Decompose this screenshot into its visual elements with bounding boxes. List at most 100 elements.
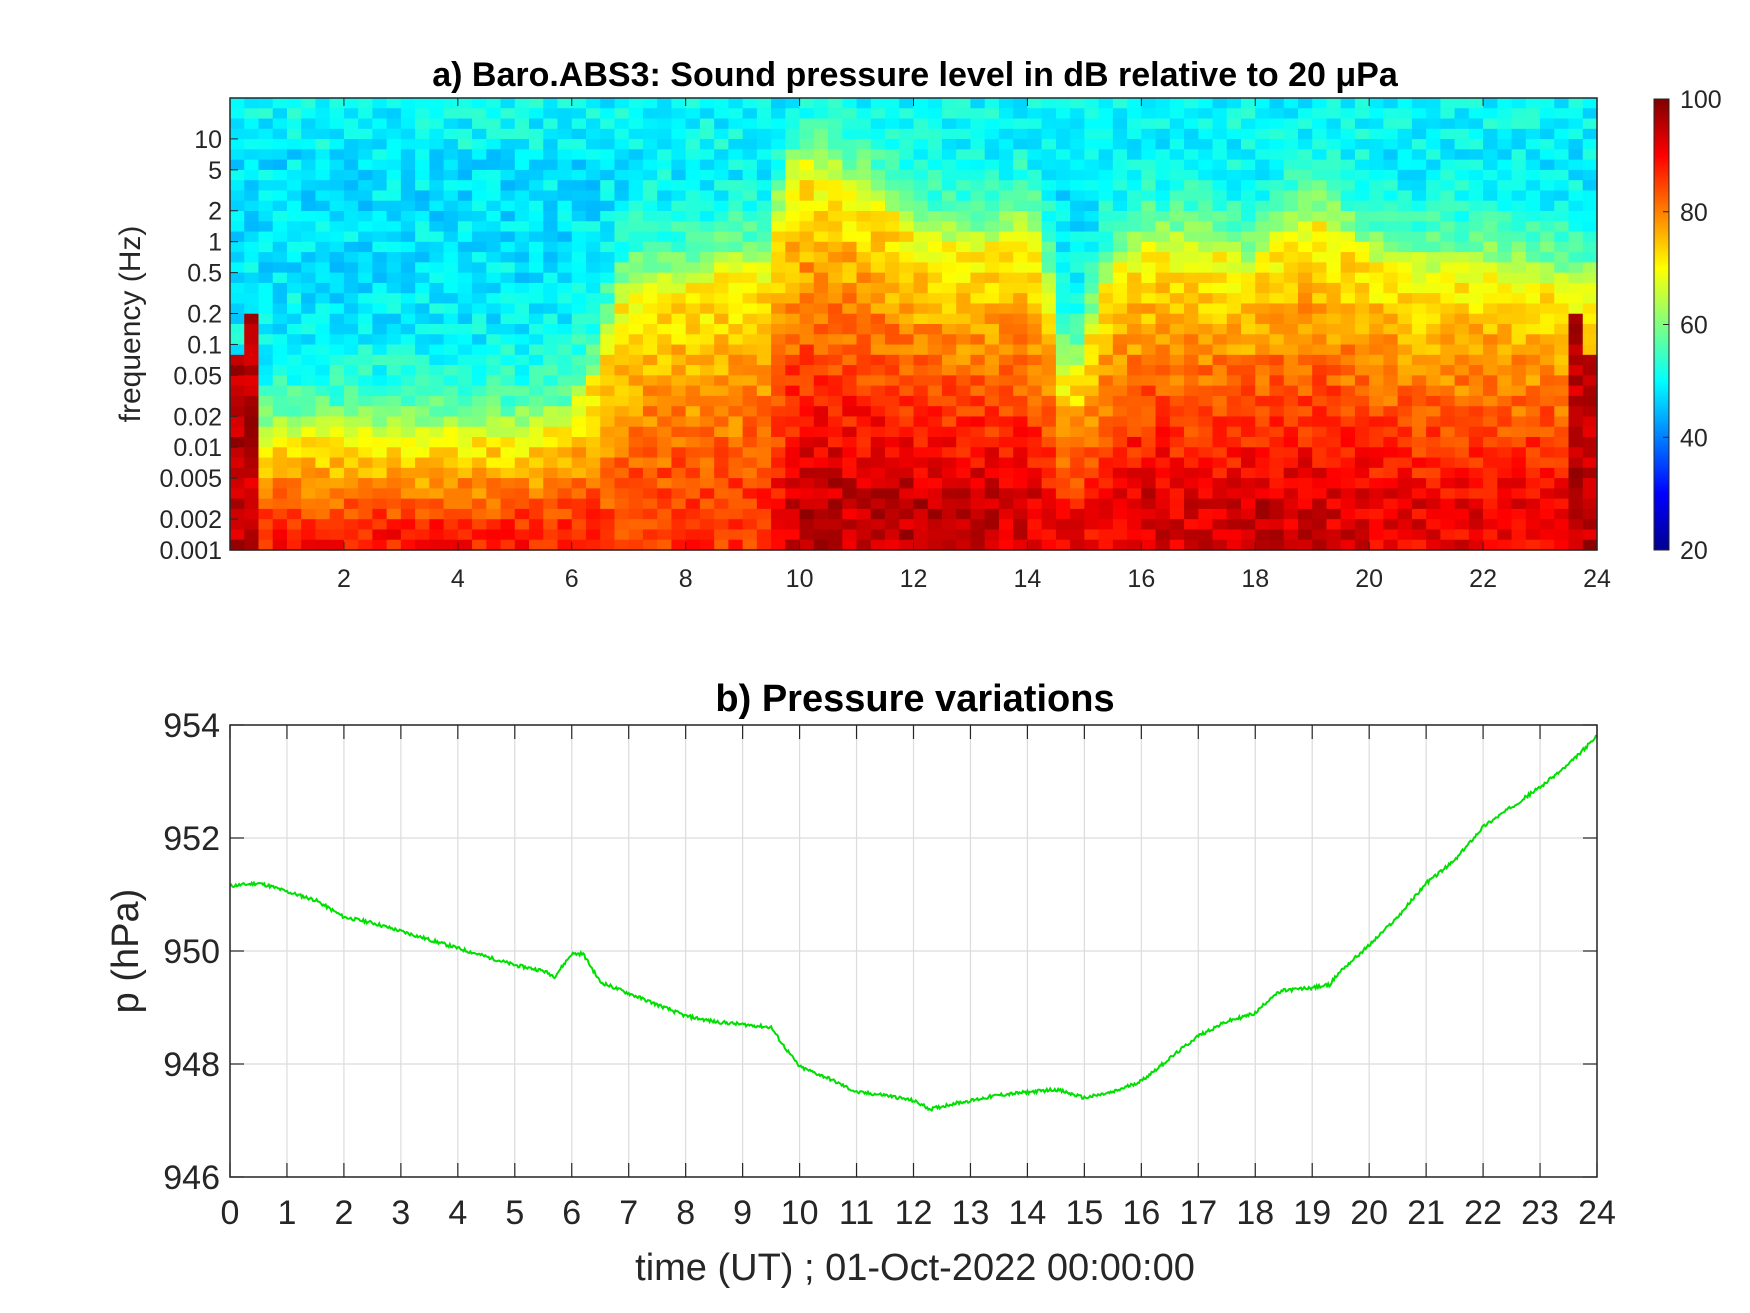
spectrogram-cell [1497,200,1513,212]
spectrogram-cell [358,180,373,192]
spectrogram-cell [486,519,502,531]
spectrogram-cell [1554,303,1570,315]
spectrogram-cell [1483,159,1498,171]
spectrogram-cell [1241,406,1256,418]
spectrogram-cell [1013,344,1029,356]
spectrogram-cell [272,416,288,428]
spectrogram-cell [286,149,302,161]
spectrogram-cell [1013,447,1029,459]
spectrogram-cell [1554,118,1570,130]
spectrogram-cell [1312,508,1328,520]
spectrogram-cell [1540,108,1555,120]
spectrogram-cell [386,231,402,243]
spectrogram-cell [1582,498,1598,510]
spectrogram-cell [1483,457,1498,469]
spectrogram-cell [372,313,388,325]
pressure-x-tick-label: 15 [1065,1194,1103,1232]
spectrogram-cell [457,354,473,366]
spectrogram-cell [1112,508,1128,520]
spectrogram-cell [1369,231,1385,243]
spectrogram-cell [571,365,587,376]
spectrogram-cell [1326,395,1342,407]
spectrogram-cell [1454,180,1470,192]
spectrogram-cell [1383,334,1399,346]
spectrogram-cell [571,519,587,531]
spectrogram-cell [1440,406,1456,418]
spectrogram-cell [1440,252,1456,263]
spectrogram-cell [1312,447,1328,459]
spectrogram-cell [1112,437,1128,448]
spectrogram-cell [1098,416,1114,428]
spectrogram-cell [457,324,473,335]
spectrogram-cell [913,519,929,531]
spectrogram-cell [1198,426,1214,438]
spectrogram-cell [343,529,359,541]
spectrogram-cell [1184,385,1199,397]
spectrogram-cell [600,169,616,181]
spectrogram-cell [1326,365,1342,376]
spectrogram-cell [230,303,245,315]
spectrogram-cell [1084,98,1100,109]
spectrogram-cell [685,190,701,202]
spectrogram-cell [443,98,459,109]
spectrogram-cell [1241,200,1256,212]
spectrogram-cell [785,406,801,418]
spectrogram-cell [714,385,729,397]
spectrogram-cell [443,344,459,356]
spectrogram-cell [1255,416,1271,428]
spectrogram-cell [258,508,274,520]
spectrogram-cell [1169,508,1185,520]
spectrogram-cell [1369,426,1385,438]
spectrogram-cell [472,467,487,479]
spectrogram-cell [386,416,402,428]
spectrogram-cell [1212,457,1228,469]
spectrogram-cell [1511,262,1527,274]
spectrogram-cell [685,539,701,551]
spectrogram-cell [828,426,843,438]
spectrogram-cell [1411,200,1427,212]
spectrogram-cell [1483,252,1498,263]
spectrogram-cell [1411,221,1427,233]
spectrogram-cell [899,282,915,294]
spectrogram-cell [685,293,701,305]
spectrogram-cell [1525,293,1541,305]
spectrogram-cell [813,334,829,346]
spectrogram-cell [856,98,872,109]
spectrogram-cell [1383,385,1399,397]
spectrogram-cell [671,313,687,325]
spectrogram-cell [614,200,630,212]
spectrogram-cell [984,324,1000,335]
spectrogram-cell [1426,98,1441,109]
spectrogram-cell [1483,467,1498,479]
spectrogram-cell [1297,447,1313,459]
spectrogram-cell [856,395,872,407]
spectrogram-cell [1169,231,1185,243]
spectrogram-cell [472,128,487,140]
spectrogram-cell [1070,98,1085,109]
spectrogram-cell [1112,149,1128,161]
spectrogram-cell [870,437,886,448]
spectrogram-cell [970,467,986,479]
spectrogram-cell [1497,334,1513,346]
spectrogram-cell [1283,108,1299,120]
spectrogram-cell [386,519,402,531]
spectrogram-cell [1127,118,1142,130]
spectrogram-cell [1312,519,1328,531]
spectrogram-cell [970,457,986,469]
spectrogram-cell [714,211,729,222]
spectrogram-cell [1184,354,1199,366]
spectrogram-cell [1141,498,1157,510]
spectrogram-cell [1440,488,1456,500]
spectrogram-cell [472,354,487,366]
spectrogram-cell [272,282,288,294]
pressure-x-tick-label: 12 [895,1194,933,1232]
spectrogram-cell [1141,200,1157,212]
spectrogram-cell [301,365,317,376]
spectrogram-cell [756,313,772,325]
spectrogram-cell [244,539,260,551]
spectrogram-cell [571,169,587,181]
spectrogram-cell [443,354,459,366]
spectrogram-cell [742,98,758,109]
spectrogram-cell [230,211,245,222]
spectrogram-cell [315,211,331,222]
